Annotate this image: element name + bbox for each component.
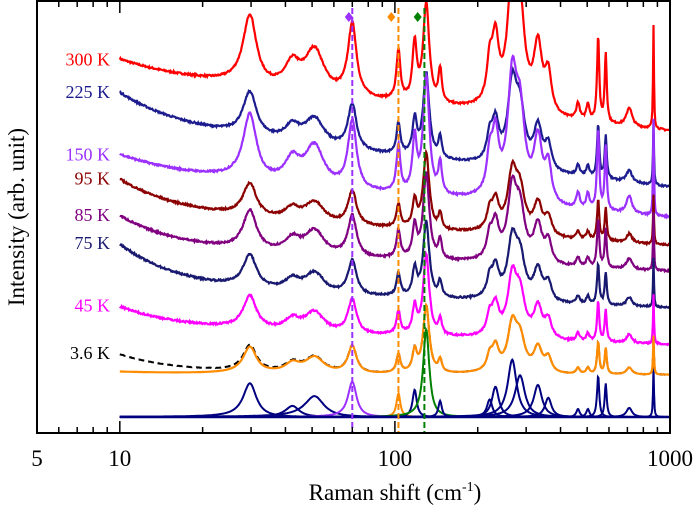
series-label: 225 K — [66, 82, 111, 102]
series-line-225K — [119, 65, 671, 189]
fit-component-103 — [119, 390, 670, 418]
x-tick-label: 10 — [108, 446, 131, 471]
series-label: 3.6 K — [70, 343, 110, 363]
mode-markers — [344, 8, 426, 433]
x-axis-label: Raman shift (cm-1) — [309, 480, 482, 505]
series-line-75K — [119, 219, 671, 310]
series-line-85K — [119, 171, 671, 274]
fit-component-232 — [119, 385, 670, 418]
series-label: 150 K — [66, 145, 111, 165]
diamond-marker — [413, 12, 422, 22]
fit-component-130 — [119, 326, 670, 418]
x-tick-label: 100 — [378, 446, 413, 471]
series-label: 45 K — [75, 296, 111, 316]
series-label: 75 K — [75, 233, 111, 253]
fit-total-line — [119, 302, 670, 376]
x-ticks: 5 10 100 1000 — [31, 1, 693, 471]
series-labels: 300 K 225 K 150 K 95 K 85 K 75 K 45 K 3.6 K — [66, 49, 111, 363]
y-axis-label: Intensity (arb. unit) — [4, 128, 29, 306]
plot-frame — [36, 0, 671, 434]
series-line-45K — [119, 250, 671, 347]
diamond-marker — [344, 12, 353, 22]
series-label: 85 K — [75, 205, 111, 225]
x-tick-label: 5 — [31, 446, 43, 471]
series-line-300K — [118, 0, 671, 133]
x-tick-label: 1000 — [647, 446, 693, 471]
fit-component-331 — [119, 383, 670, 418]
series-label: 95 K — [75, 168, 111, 188]
spectra-group — [118, 0, 672, 419]
series-label: 300 K — [66, 49, 111, 69]
diamond-marker — [387, 12, 396, 22]
fit-component-118 — [119, 388, 670, 418]
series-line-150K — [119, 54, 671, 220]
series-line-95K — [119, 148, 672, 247]
